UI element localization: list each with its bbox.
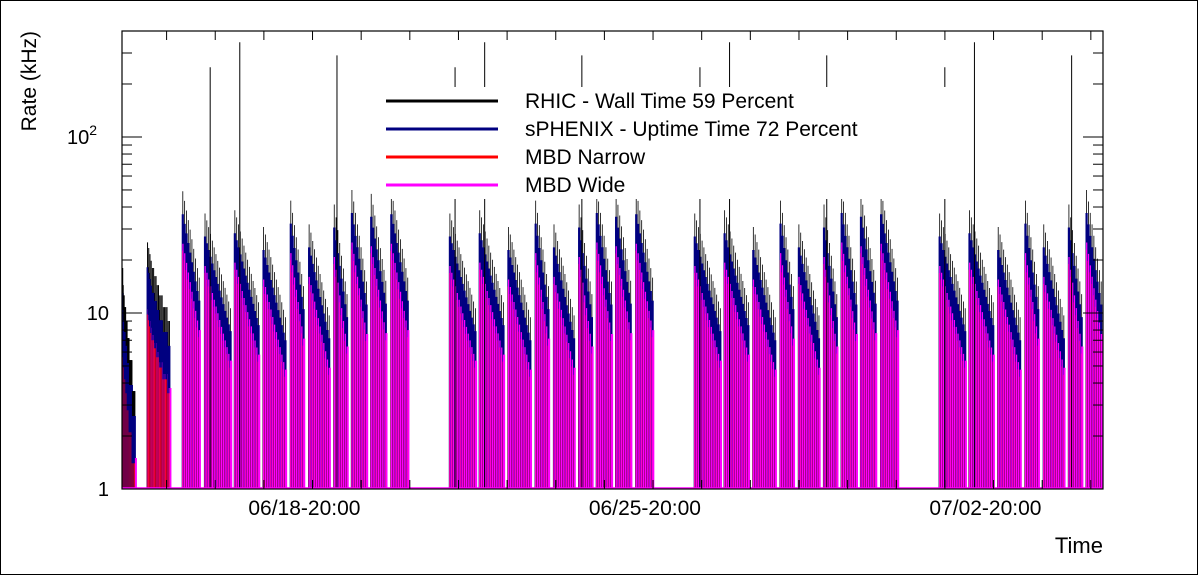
legend-entry-label: RHIC - Wall Time 59 Percent <box>525 90 794 113</box>
plot-data-layer <box>121 42 1103 489</box>
axes-layer <box>122 30 1103 490</box>
legend-entry-label: MBD Narrow <box>525 146 646 169</box>
x-tick-label: 06/18-20:00 <box>248 497 360 520</box>
legend-entry-label: MBD Wide <box>525 174 625 197</box>
y-tick-label: 10 <box>87 303 109 325</box>
y-tick-labels: 1 10 102 <box>67 122 109 501</box>
x-tick-label: 07/02-20:00 <box>929 497 1041 520</box>
x-tick-labels: 06/18-20:00 06/25-20:00 07/02-20:00 <box>248 497 1041 520</box>
legend: RHIC - Wall Time 59 Percent sPHENIX - Upt… <box>373 87 953 199</box>
x-axis-label: Time <box>1055 533 1103 558</box>
x-tick-label: 06/25-20:00 <box>589 497 701 520</box>
legend-background <box>373 87 953 199</box>
legend-entry-label: sPHENIX - Uptime Time 72 Percent <box>525 118 858 141</box>
y-axis-label: Rate (kHz) <box>18 31 41 131</box>
y-tick-label: 102 <box>67 122 97 149</box>
y-tick-label: 1 <box>98 479 109 501</box>
